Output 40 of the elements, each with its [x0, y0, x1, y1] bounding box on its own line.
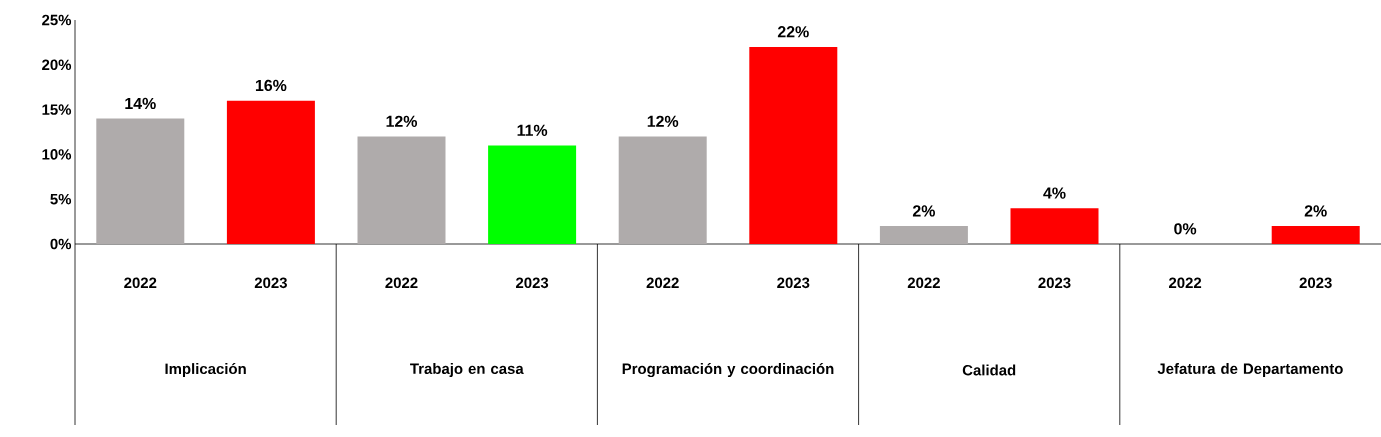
bar	[1010, 208, 1099, 244]
data-label: 2%	[912, 205, 935, 217]
bar	[618, 136, 707, 244]
bar	[96, 118, 185, 244]
x-tick-label: 2023	[515, 277, 549, 289]
bar	[226, 100, 315, 244]
bar	[749, 46, 838, 244]
data-label: 2%	[1304, 205, 1327, 217]
data-label: 12%	[647, 115, 679, 127]
y-tick-label: 5%	[50, 193, 72, 205]
y-tick-label: 25%	[42, 14, 72, 26]
x-tick-label: 2022	[124, 277, 157, 289]
x-tick-label: 2022	[385, 277, 418, 289]
x-tick-label: 2023	[1299, 277, 1332, 289]
bar	[1271, 226, 1360, 244]
text: Implicación	[165, 362, 246, 378]
data-label: 0%	[1174, 223, 1197, 235]
text: Jefatura de Departamento	[1157, 363, 1343, 377]
y-tick-label: 0%	[50, 238, 72, 250]
text: Programación y coordinación	[622, 362, 834, 378]
x-tick-label: 2023	[1038, 277, 1071, 289]
data-label: 14%	[125, 97, 156, 110]
data-label: 16%	[255, 79, 287, 92]
bar	[879, 226, 968, 244]
x-tick-label: 2023	[777, 277, 810, 289]
data-label: 4%	[1043, 187, 1066, 199]
y-tick-label: 15%	[42, 104, 72, 115]
text: Trabajo en casa	[410, 363, 524, 377]
data-label: 11%	[517, 124, 548, 136]
bar	[488, 145, 577, 244]
y-tick-label: 10%	[42, 149, 72, 160]
data-label: 12%	[386, 115, 418, 127]
x-tick-label: 2022	[646, 277, 679, 289]
x-tick-label: 2022	[1168, 277, 1202, 289]
x-tick-label: 2023	[254, 277, 287, 289]
y-tick-label: 20%	[42, 59, 72, 71]
data-label: 22%	[777, 26, 809, 38]
x-tick-label: 2022	[907, 277, 940, 289]
bar	[357, 136, 446, 244]
text: Calidad	[962, 364, 1016, 376]
